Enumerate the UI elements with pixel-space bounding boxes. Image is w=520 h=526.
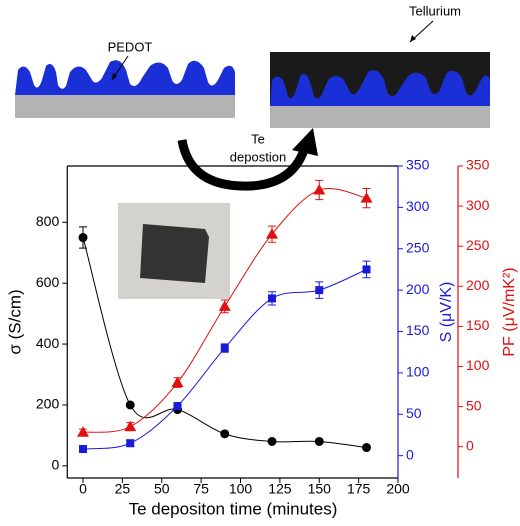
substrate: [15, 95, 235, 118]
x-tick-label: 25: [115, 481, 131, 497]
data-point: [79, 445, 87, 454]
data-point: [78, 233, 88, 243]
y2-tick-label: 300: [406, 198, 430, 214]
y2-tick-label: 100: [406, 364, 430, 380]
data-point: [267, 436, 277, 446]
data-point: [315, 286, 324, 295]
data-point: [125, 400, 135, 410]
process-arrow-head: [292, 128, 318, 156]
x-tick-label: 50: [154, 481, 170, 497]
data-point: [313, 184, 326, 195]
pedot-label: PEDOT: [108, 39, 153, 54]
y3-tick-label: 100: [466, 357, 490, 373]
y2-tick-label: 350: [406, 157, 430, 173]
y3-tick-label: 0: [466, 437, 474, 453]
data-point: [314, 436, 324, 446]
y3-tick-label: 50: [466, 397, 482, 413]
data-point: [362, 265, 371, 274]
data-point: [268, 294, 276, 303]
data-point: [362, 443, 371, 453]
arrow-label: Te: [251, 131, 265, 146]
data-point: [360, 192, 373, 203]
y3-tick-label: 350: [466, 157, 490, 173]
data-point: [266, 228, 278, 239]
x-axis-label: Te depositon time (minutes): [129, 499, 338, 518]
pedot-layer: [270, 70, 490, 106]
y-axis-label: σ (S/cm): [5, 289, 24, 354]
y2-tick-label: 150: [406, 322, 430, 338]
y-tick-label: 600: [36, 274, 60, 290]
x-tick-label: 150: [308, 481, 332, 497]
sample-photo: [140, 224, 209, 283]
tellurium-label: Tellurium: [409, 3, 461, 18]
data-point: [126, 439, 135, 448]
y2-axis-label: S (μV/K): [438, 282, 455, 343]
data-point: [220, 344, 229, 353]
y-tick-label: 200: [36, 396, 60, 412]
x-tick-label: 175: [347, 481, 371, 497]
y-tick-label: 800: [36, 213, 60, 229]
data-point: [218, 300, 231, 311]
y2-tick-label: 0: [406, 446, 414, 462]
y3-tick-label: 300: [466, 197, 490, 213]
data-point: [77, 426, 89, 437]
y-tick-label: 400: [36, 335, 60, 351]
pedot-layer: [15, 60, 235, 95]
data-point: [171, 376, 184, 388]
x-tick-label: 200: [386, 481, 410, 497]
y-tick-label: 0: [51, 457, 59, 473]
y3-tick-label: 200: [466, 277, 490, 293]
x-tick-label: 125: [268, 481, 292, 497]
data-point: [173, 402, 182, 410]
data-point: [124, 420, 137, 432]
x-tick-label: 0: [79, 481, 87, 497]
pointer-head: [112, 73, 117, 80]
y3-axis-label: PF (μV/mK²): [501, 267, 518, 356]
substrate: [270, 106, 490, 128]
pointer-head: [410, 35, 416, 42]
y3-tick-label: 150: [466, 317, 490, 333]
y2-tick-label: 50: [406, 405, 422, 421]
x-tick-label: 75: [193, 481, 209, 497]
y2-tick-label: 250: [406, 239, 430, 255]
y3-tick-label: 250: [466, 237, 490, 253]
process-arrow: [177, 139, 309, 191]
data-point: [220, 429, 230, 439]
y2-tick-label: 200: [406, 281, 430, 297]
arrow-label: depostion: [230, 149, 286, 164]
x-tick-label: 100: [229, 481, 253, 497]
